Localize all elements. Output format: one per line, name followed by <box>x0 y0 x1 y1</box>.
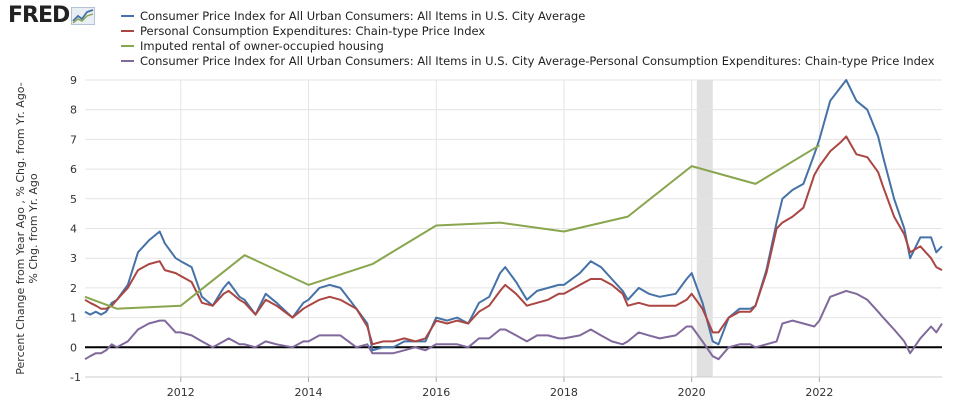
x-tick-label: 2014 <box>295 386 323 399</box>
x-tick-label: 2018 <box>550 386 578 399</box>
legend-swatch <box>121 29 134 32</box>
series-line-4 <box>84 289 943 361</box>
x-tick-label: 2022 <box>805 386 833 399</box>
legend-item-2[interactable]: Personal Consumption Expenditures: Chain… <box>121 23 935 38</box>
y-tick-label: 4 <box>70 223 77 236</box>
legend-item-4[interactable]: Consumer Price Index for All Urban Consu… <box>121 53 935 68</box>
y-tick-label: 6 <box>70 163 77 176</box>
y-tick-label: 9 <box>70 74 77 87</box>
x-tick-label: 2016 <box>422 386 450 399</box>
y-axis-label: Percent Change from Year Ago , % Chg. fr… <box>14 82 40 374</box>
legend-label: Personal Consumption Expenditures: Chain… <box>140 23 486 38</box>
y-tick-label: 5 <box>70 193 77 206</box>
y-tick-label: -1 <box>70 371 81 384</box>
y-tick-label: 1 <box>70 312 77 325</box>
y-tick-label: 0 <box>70 341 77 354</box>
fred-logo-text: FRED <box>8 3 70 28</box>
legend-swatch <box>121 44 134 47</box>
legend-swatch <box>121 59 134 62</box>
legend-item-3[interactable]: Imputed rental of owner-occupied housing <box>121 38 935 53</box>
y-tick-label: 8 <box>70 104 77 117</box>
y-tick-label: 3 <box>70 252 77 265</box>
chart-line-icon <box>71 6 96 25</box>
series-line-3 <box>84 144 820 310</box>
y-tick-label: 2 <box>70 282 77 295</box>
fred-logo[interactable]: FRED <box>8 3 96 28</box>
x-tick-label: 2020 <box>678 386 706 399</box>
legend-label: Consumer Price Index for All Urban Consu… <box>140 53 935 68</box>
x-tick-label: 2012 <box>167 386 195 399</box>
series-line-2 <box>84 135 943 346</box>
legend-swatch <box>121 14 134 17</box>
series-line-1 <box>84 79 943 352</box>
legend-label: Consumer Price Index for All Urban Consu… <box>140 8 586 23</box>
legend-label: Imputed rental of owner-occupied housing <box>140 38 384 53</box>
y-tick-label: 7 <box>70 133 77 146</box>
legend-item-1[interactable]: Consumer Price Index for All Urban Consu… <box>121 8 935 23</box>
chart-legend: Consumer Price Index for All Urban Consu… <box>121 8 935 68</box>
